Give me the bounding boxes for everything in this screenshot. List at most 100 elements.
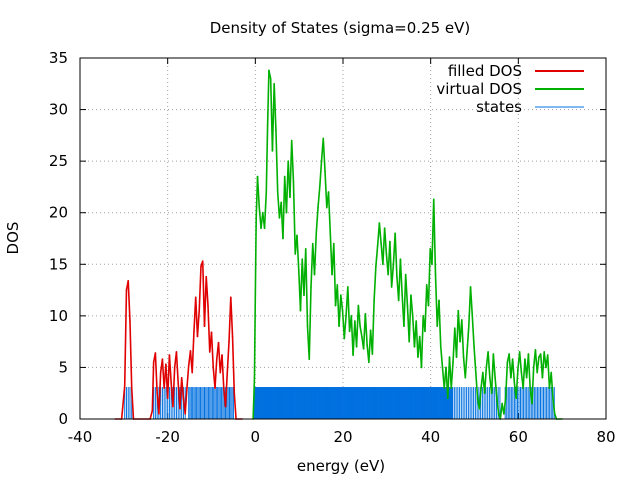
virtual-dos-segment: [296, 234, 300, 271]
virtual-dos-segment: [357, 304, 361, 327]
virtual-dos-segment: [340, 294, 344, 312]
filled-dos-segment: [149, 409, 154, 420]
virtual-dos-segment: [355, 304, 360, 348]
virtual-dos-segment: [253, 294, 257, 379]
virtual-dos-segment: [518, 351, 523, 374]
x-tick-label: 40: [421, 428, 440, 446]
y-tick-label: 30: [49, 101, 68, 119]
virtual-dos-segment: [466, 325, 470, 353]
filled-dos-segment: [151, 361, 155, 412]
series-layer: [114, 69, 563, 420]
virtual-dos-segment: [450, 361, 454, 389]
virtual-dos-segment: [536, 356, 540, 374]
filled-dos-segment: [205, 275, 209, 307]
virtual-dos-segment: [515, 368, 519, 400]
virtual-dos-segment: [263, 191, 268, 229]
virtual-dos-segment: [338, 294, 342, 327]
filled-dos-segment: [191, 330, 195, 374]
filled-dos-segment: [154, 352, 158, 395]
virtual-dos-segment: [256, 175, 261, 209]
x-tick-label: 0: [251, 428, 261, 446]
x-axis-label: energy (eV): [297, 457, 385, 475]
virtual-dos-segment: [550, 371, 554, 400]
y-tick-label: 5: [58, 358, 68, 376]
filled-dos-segment: [210, 331, 215, 369]
y-axis-label: DOS: [4, 222, 22, 255]
filled-dos-segment: [175, 351, 179, 384]
chart-title: Density of States (sigma=0.25 eV): [210, 19, 471, 37]
y-tick-label: 10: [49, 307, 68, 325]
virtual-dos-segment: [332, 242, 337, 307]
virtual-dos-segment: [347, 286, 351, 333]
virtual-dos-segment: [389, 240, 393, 288]
virtual-dos-segment: [375, 244, 379, 268]
y-tick-label: 25: [49, 152, 68, 170]
virtual-dos-segment: [464, 351, 468, 379]
virtual-dos-segment: [504, 361, 509, 400]
virtual-dos-segment: [553, 413, 558, 420]
virtual-dos-segment: [473, 345, 477, 374]
series-virtual-dos: [252, 69, 563, 420]
virtual-dos-segment: [275, 129, 279, 193]
virtual-dos-segment: [304, 248, 309, 327]
virtual-dos-segment: [273, 82, 277, 131]
virtual-dos-segment: [546, 354, 551, 389]
virtual-dos-segment: [469, 286, 474, 317]
legend-label-states: states: [476, 98, 522, 116]
filled-dos-segment: [120, 385, 126, 420]
filled-dos-segment: [231, 335, 236, 395]
virtual-dos-segment: [399, 258, 403, 297]
virtual-dos-segment: [439, 345, 444, 369]
virtual-dos-segment: [424, 284, 428, 333]
virtual-dos-segment: [483, 366, 488, 395]
virtual-dos-segment: [427, 248, 432, 307]
virtual-dos-segment: [511, 358, 516, 384]
virtual-dos-segment: [527, 353, 531, 389]
virtual-dos-segment: [420, 315, 425, 369]
virtual-dos-segment: [266, 69, 270, 126]
virtual-dos-segment: [317, 186, 321, 209]
filled-dos-segment: [127, 279, 131, 322]
y-tick-label: 15: [49, 255, 68, 273]
x-tick-label: -20: [155, 428, 180, 446]
virtual-dos-segment: [410, 294, 414, 317]
y-axis-ticks: 0 5 10 15 20 25 30 35: [49, 49, 606, 428]
virtual-dos-segment: [438, 299, 442, 348]
virtual-dos-segment: [460, 319, 465, 358]
filled-dos-segment: [186, 364, 190, 389]
virtual-dos-segment: [434, 273, 439, 327]
virtual-dos-segment: [496, 397, 500, 415]
virtual-dos-segment: [494, 376, 498, 400]
filled-dos-segment: [224, 371, 229, 408]
virtual-dos-segment: [268, 69, 272, 80]
virtual-dos-segment: [252, 376, 256, 420]
y-tick-label: 20: [49, 204, 68, 222]
virtual-dos-segment: [343, 315, 347, 340]
series-states: [124, 387, 555, 419]
x-tick-label: 80: [596, 428, 615, 446]
virtual-dos-segment: [478, 387, 482, 410]
virtual-dos-segment: [503, 397, 507, 415]
filled-dos-segment: [129, 320, 133, 389]
virtual-dos-segment: [265, 124, 269, 193]
virtual-dos-segment: [254, 217, 258, 297]
virtual-dos-segment: [390, 263, 395, 288]
virtual-dos-segment: [315, 206, 319, 235]
virtual-dos-segment: [475, 371, 479, 400]
filled-dos-segment: [196, 309, 201, 338]
filled-dos-segment: [158, 371, 162, 415]
virtual-dos-segment: [327, 191, 332, 235]
x-tick-label: 20: [333, 428, 352, 446]
virtual-dos-segment: [313, 232, 318, 276]
virtual-dos-segment: [432, 198, 437, 276]
virtual-dos-segment: [318, 160, 323, 188]
virtual-dos-segment: [552, 397, 556, 415]
filled-dos-segment: [229, 296, 234, 338]
filled-dos-segment: [233, 392, 237, 420]
virtual-dos-segment: [371, 299, 375, 355]
legend-label-filled-dos: filled DOS: [448, 62, 522, 80]
virtual-dos-segment: [290, 139, 295, 183]
filled-dos-segment: [226, 340, 230, 374]
virtual-dos-segment: [471, 315, 475, 348]
